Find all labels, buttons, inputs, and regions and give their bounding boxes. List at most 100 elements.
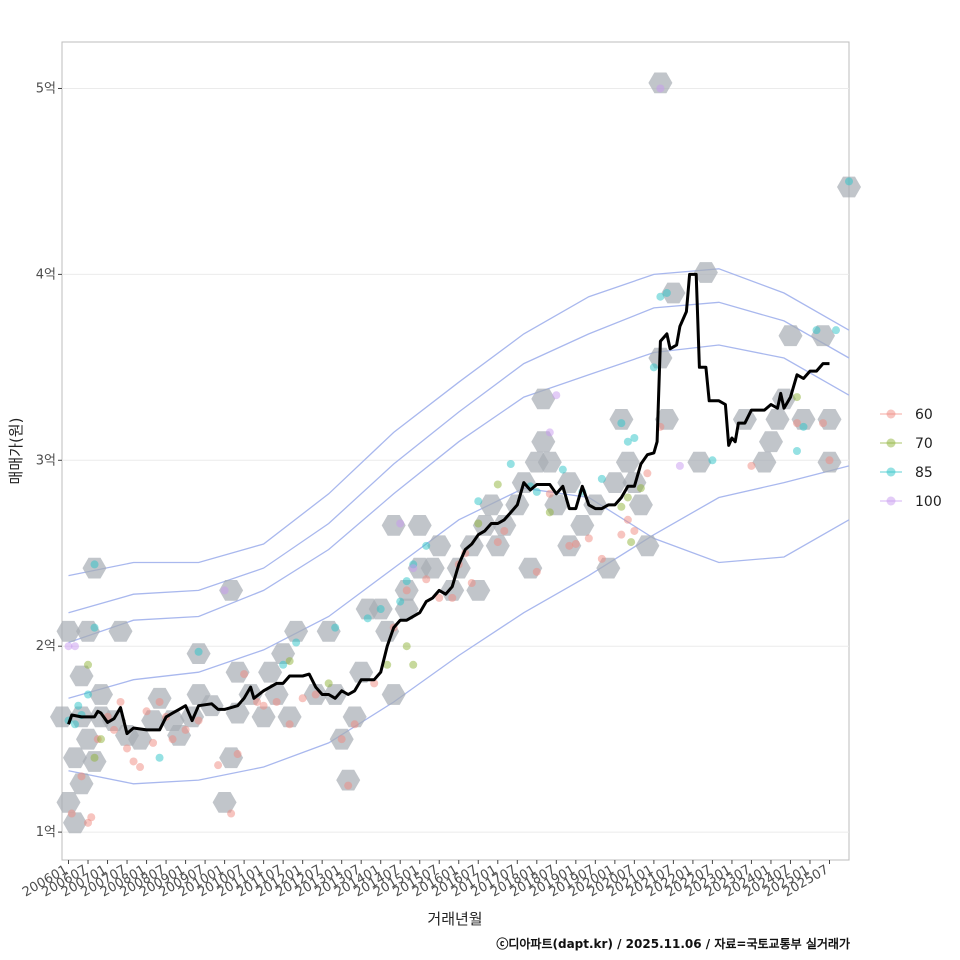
density-contour [68,344,850,644]
point-70 [383,660,392,669]
point-60 [123,744,132,753]
point-60 [747,461,756,470]
hex-bin [264,684,289,705]
point-85 [656,292,665,301]
legend-label: 60 [915,407,933,423]
point-60 [240,670,249,679]
hex-bin [284,620,309,642]
point-60 [617,530,626,539]
point-85 [363,614,372,623]
point-100 [220,586,229,595]
scatter-points [64,84,853,827]
point-70 [285,657,294,666]
point-60 [344,781,353,790]
point-100 [396,519,405,528]
legend: 60 70 85 100 [880,407,942,510]
hex-bin [492,515,517,536]
point-85 [84,690,93,699]
point-70 [402,642,411,651]
hex-bin [56,792,81,813]
hex-bin [63,747,87,769]
point-100 [656,84,665,93]
hex-bin [219,580,244,601]
hex-bin [342,706,367,728]
hex-bin [570,515,595,536]
point-85 [792,447,801,455]
hex-bin [531,388,556,410]
point-60 [67,809,76,818]
hex-bin [323,684,348,705]
hex-bin [420,557,445,579]
point-85 [90,560,99,569]
hex-bin [596,557,621,579]
point-85 [279,660,288,669]
point-85 [376,605,385,614]
point-85 [532,487,541,496]
point-60 [142,707,151,716]
point-60 [370,679,379,688]
hex-bin [108,620,133,642]
point-60 [259,701,268,710]
point-60 [129,757,138,766]
hex-bin [479,494,504,516]
point-60 [227,809,236,818]
y-tick-label: 4억 [36,267,56,282]
density-contours [68,268,850,785]
legend-swatch [886,438,896,448]
point-85 [649,363,658,372]
y-axis-ticks: 1억 2억 3억 4억 5억 [36,81,62,840]
point-85 [292,638,301,647]
point-60 [643,469,652,478]
point-85 [402,577,411,586]
y-tick-label: 5억 [36,81,56,96]
hex-bin [661,282,686,304]
y-tick-label: 2억 [36,639,56,654]
legend-label: 85 [915,465,933,481]
point-70 [474,519,483,528]
point-85 [630,433,639,442]
hex-bin [349,661,374,683]
hex-bin [427,535,452,557]
point-60 [565,541,574,550]
point-60 [493,538,502,547]
point-60 [87,813,96,822]
point-70 [617,502,626,511]
point-85 [396,597,405,606]
point-85 [799,422,808,431]
hex-bin [258,661,283,683]
point-70 [627,538,636,547]
hex-bin [89,684,113,705]
hex-bin [212,792,237,813]
point-60 [597,554,606,563]
point-60 [272,697,281,706]
point-100 [64,642,73,651]
legend-label: 100 [915,494,942,510]
point-100 [675,461,684,470]
point-60 [792,419,801,428]
legend-swatch [886,496,896,506]
point-70 [90,753,99,762]
density-contour [68,465,850,785]
density-contour [68,301,850,614]
point-85 [558,465,567,474]
hex-bin [765,409,790,430]
point-60 [630,526,639,535]
y-tick-label: 1억 [36,825,56,840]
point-60 [818,419,827,428]
hex-bin [778,325,803,347]
point-100 [545,428,554,437]
point-60 [435,593,444,602]
point-60 [194,716,203,725]
point-60 [337,735,346,744]
point-60 [623,515,632,524]
hex-bin [628,494,653,516]
point-60 [532,567,541,576]
point-70 [493,480,502,489]
point-85 [617,419,626,428]
point-100 [552,391,561,400]
hex-bin [687,451,712,473]
legend-label: 70 [915,436,933,452]
hex-bin [56,620,81,642]
hex-bin [63,812,87,834]
point-60 [448,593,457,602]
